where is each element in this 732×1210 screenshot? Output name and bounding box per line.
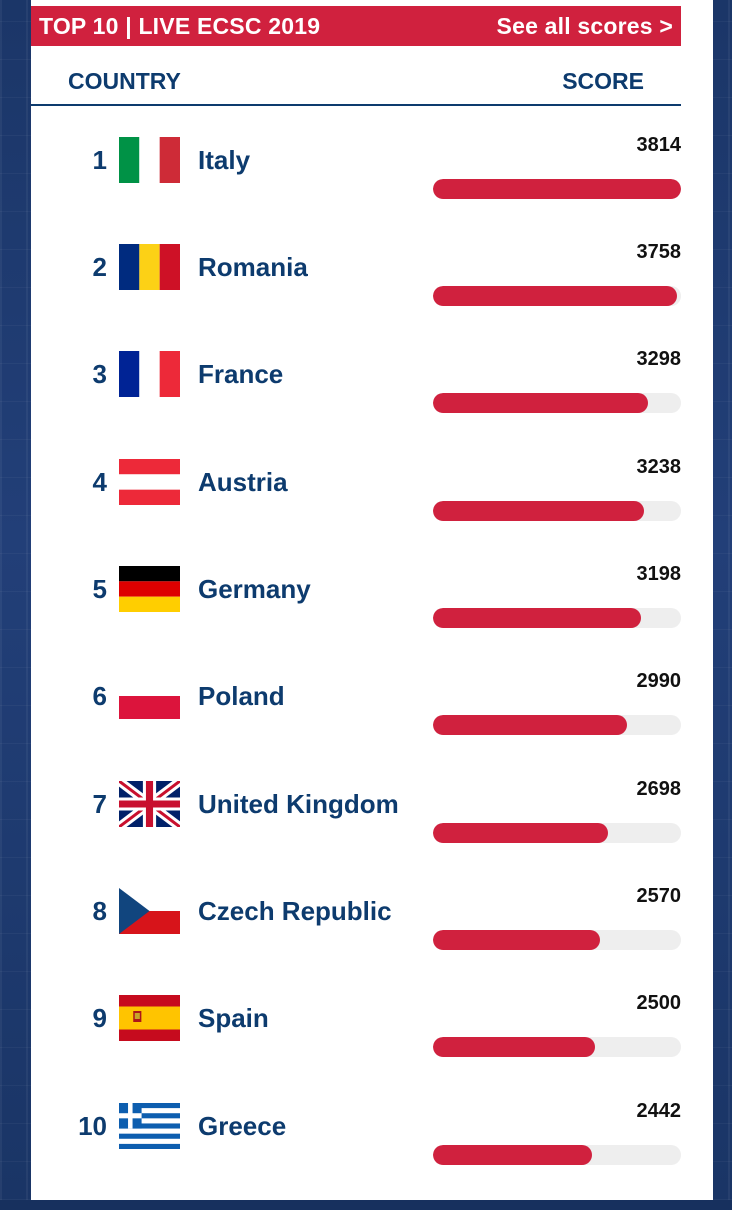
leaderboard-row: 5 Germany 3198	[31, 563, 682, 673]
score-bar-fill	[433, 179, 681, 199]
header-title: TOP 10 | LIVE ECSC 2019	[39, 12, 321, 39]
leaderboard-row: 6 Poland 2990	[31, 670, 682, 780]
score-value: 3198	[636, 563, 682, 585]
score-value: 3758	[636, 241, 682, 263]
score-bar-fill	[433, 1145, 592, 1165]
germany-flag-icon	[119, 566, 180, 612]
score-bar	[433, 393, 681, 413]
column-headers: COUNTRY SCORE	[31, 62, 681, 106]
country-name: Austria	[198, 467, 288, 497]
score-bar	[433, 930, 681, 950]
country-name: United Kingdom	[198, 789, 399, 819]
score-bar	[433, 1145, 681, 1165]
rank: 2	[92, 252, 107, 282]
france-flag-icon	[119, 351, 180, 397]
country-name: Czech Republic	[198, 896, 392, 926]
greece-flag-icon	[119, 1103, 180, 1149]
leaderboard-row: 10 Greece 2442	[31, 1100, 682, 1210]
score-value: 3814	[636, 134, 682, 156]
score-column-header: SCORE	[562, 68, 644, 94]
score-bar	[433, 608, 681, 628]
austria-flag-icon	[119, 459, 180, 505]
rank: 10	[78, 1111, 107, 1141]
romania-flag-icon	[119, 244, 180, 290]
leaderboard-row: 4 Austria 3238	[31, 456, 682, 566]
leaderboard-row: 2 Romania 3758	[31, 241, 682, 351]
score-bar-fill	[433, 393, 648, 413]
leaderboard-row: 7 United Kingdom 2698	[31, 778, 682, 888]
leaderboard-row: 1 Italy 3814	[31, 134, 682, 244]
country-name: Italy	[198, 145, 251, 175]
score-bar-fill	[433, 823, 609, 843]
score-value: 3298	[636, 348, 682, 370]
italy-flag-icon	[119, 137, 180, 183]
score-bar	[433, 823, 681, 843]
score-bar	[433, 1037, 681, 1057]
score-bar-fill	[433, 715, 628, 735]
score-bar	[433, 179, 681, 199]
country-name: France	[198, 359, 284, 389]
czech-flag-icon	[119, 888, 180, 934]
score-value: 2442	[636, 1100, 682, 1122]
leaderboard-row: 3 France 3298	[31, 348, 682, 458]
see-all-scores-link[interactable]: See all scores >	[496, 12, 673, 39]
score-bar	[433, 501, 681, 521]
score-bar	[433, 715, 681, 735]
rank: 8	[92, 896, 107, 926]
rank: 5	[92, 574, 107, 604]
country-name: Germany	[198, 574, 311, 604]
score-value: 3238	[636, 456, 682, 478]
country-name: Romania	[198, 252, 308, 282]
rank: 6	[92, 681, 107, 711]
rank: 1	[92, 145, 107, 175]
score-bar-fill	[433, 1037, 596, 1057]
rank: 7	[92, 789, 107, 819]
score-bar	[433, 286, 681, 306]
country-name: Spain	[198, 1003, 269, 1033]
score-value: 2570	[636, 885, 682, 907]
score-bar-fill	[433, 608, 641, 628]
rank: 9	[92, 1003, 107, 1033]
country-column-header: COUNTRY	[68, 68, 181, 94]
leaderboard-row: 9 Spain 2500	[31, 992, 682, 1102]
score-value: 2698	[636, 778, 682, 800]
score-bar-fill	[433, 930, 601, 950]
score-value: 2500	[636, 992, 682, 1014]
rank: 4	[92, 467, 107, 497]
poland-flag-icon	[119, 673, 180, 719]
spain-flag-icon	[119, 995, 180, 1041]
rank: 3	[92, 359, 107, 389]
uk-flag-icon	[119, 781, 180, 827]
country-name: Poland	[198, 681, 285, 711]
country-name: Greece	[198, 1111, 287, 1141]
score-value: 2990	[636, 670, 682, 692]
leaderboard-header: TOP 10 | LIVE ECSC 2019 See all scores >	[31, 6, 681, 46]
score-bar-fill	[433, 501, 644, 521]
leaderboard-row: 8 Czech Republic 2570	[31, 885, 682, 995]
score-bar-fill	[433, 286, 678, 306]
